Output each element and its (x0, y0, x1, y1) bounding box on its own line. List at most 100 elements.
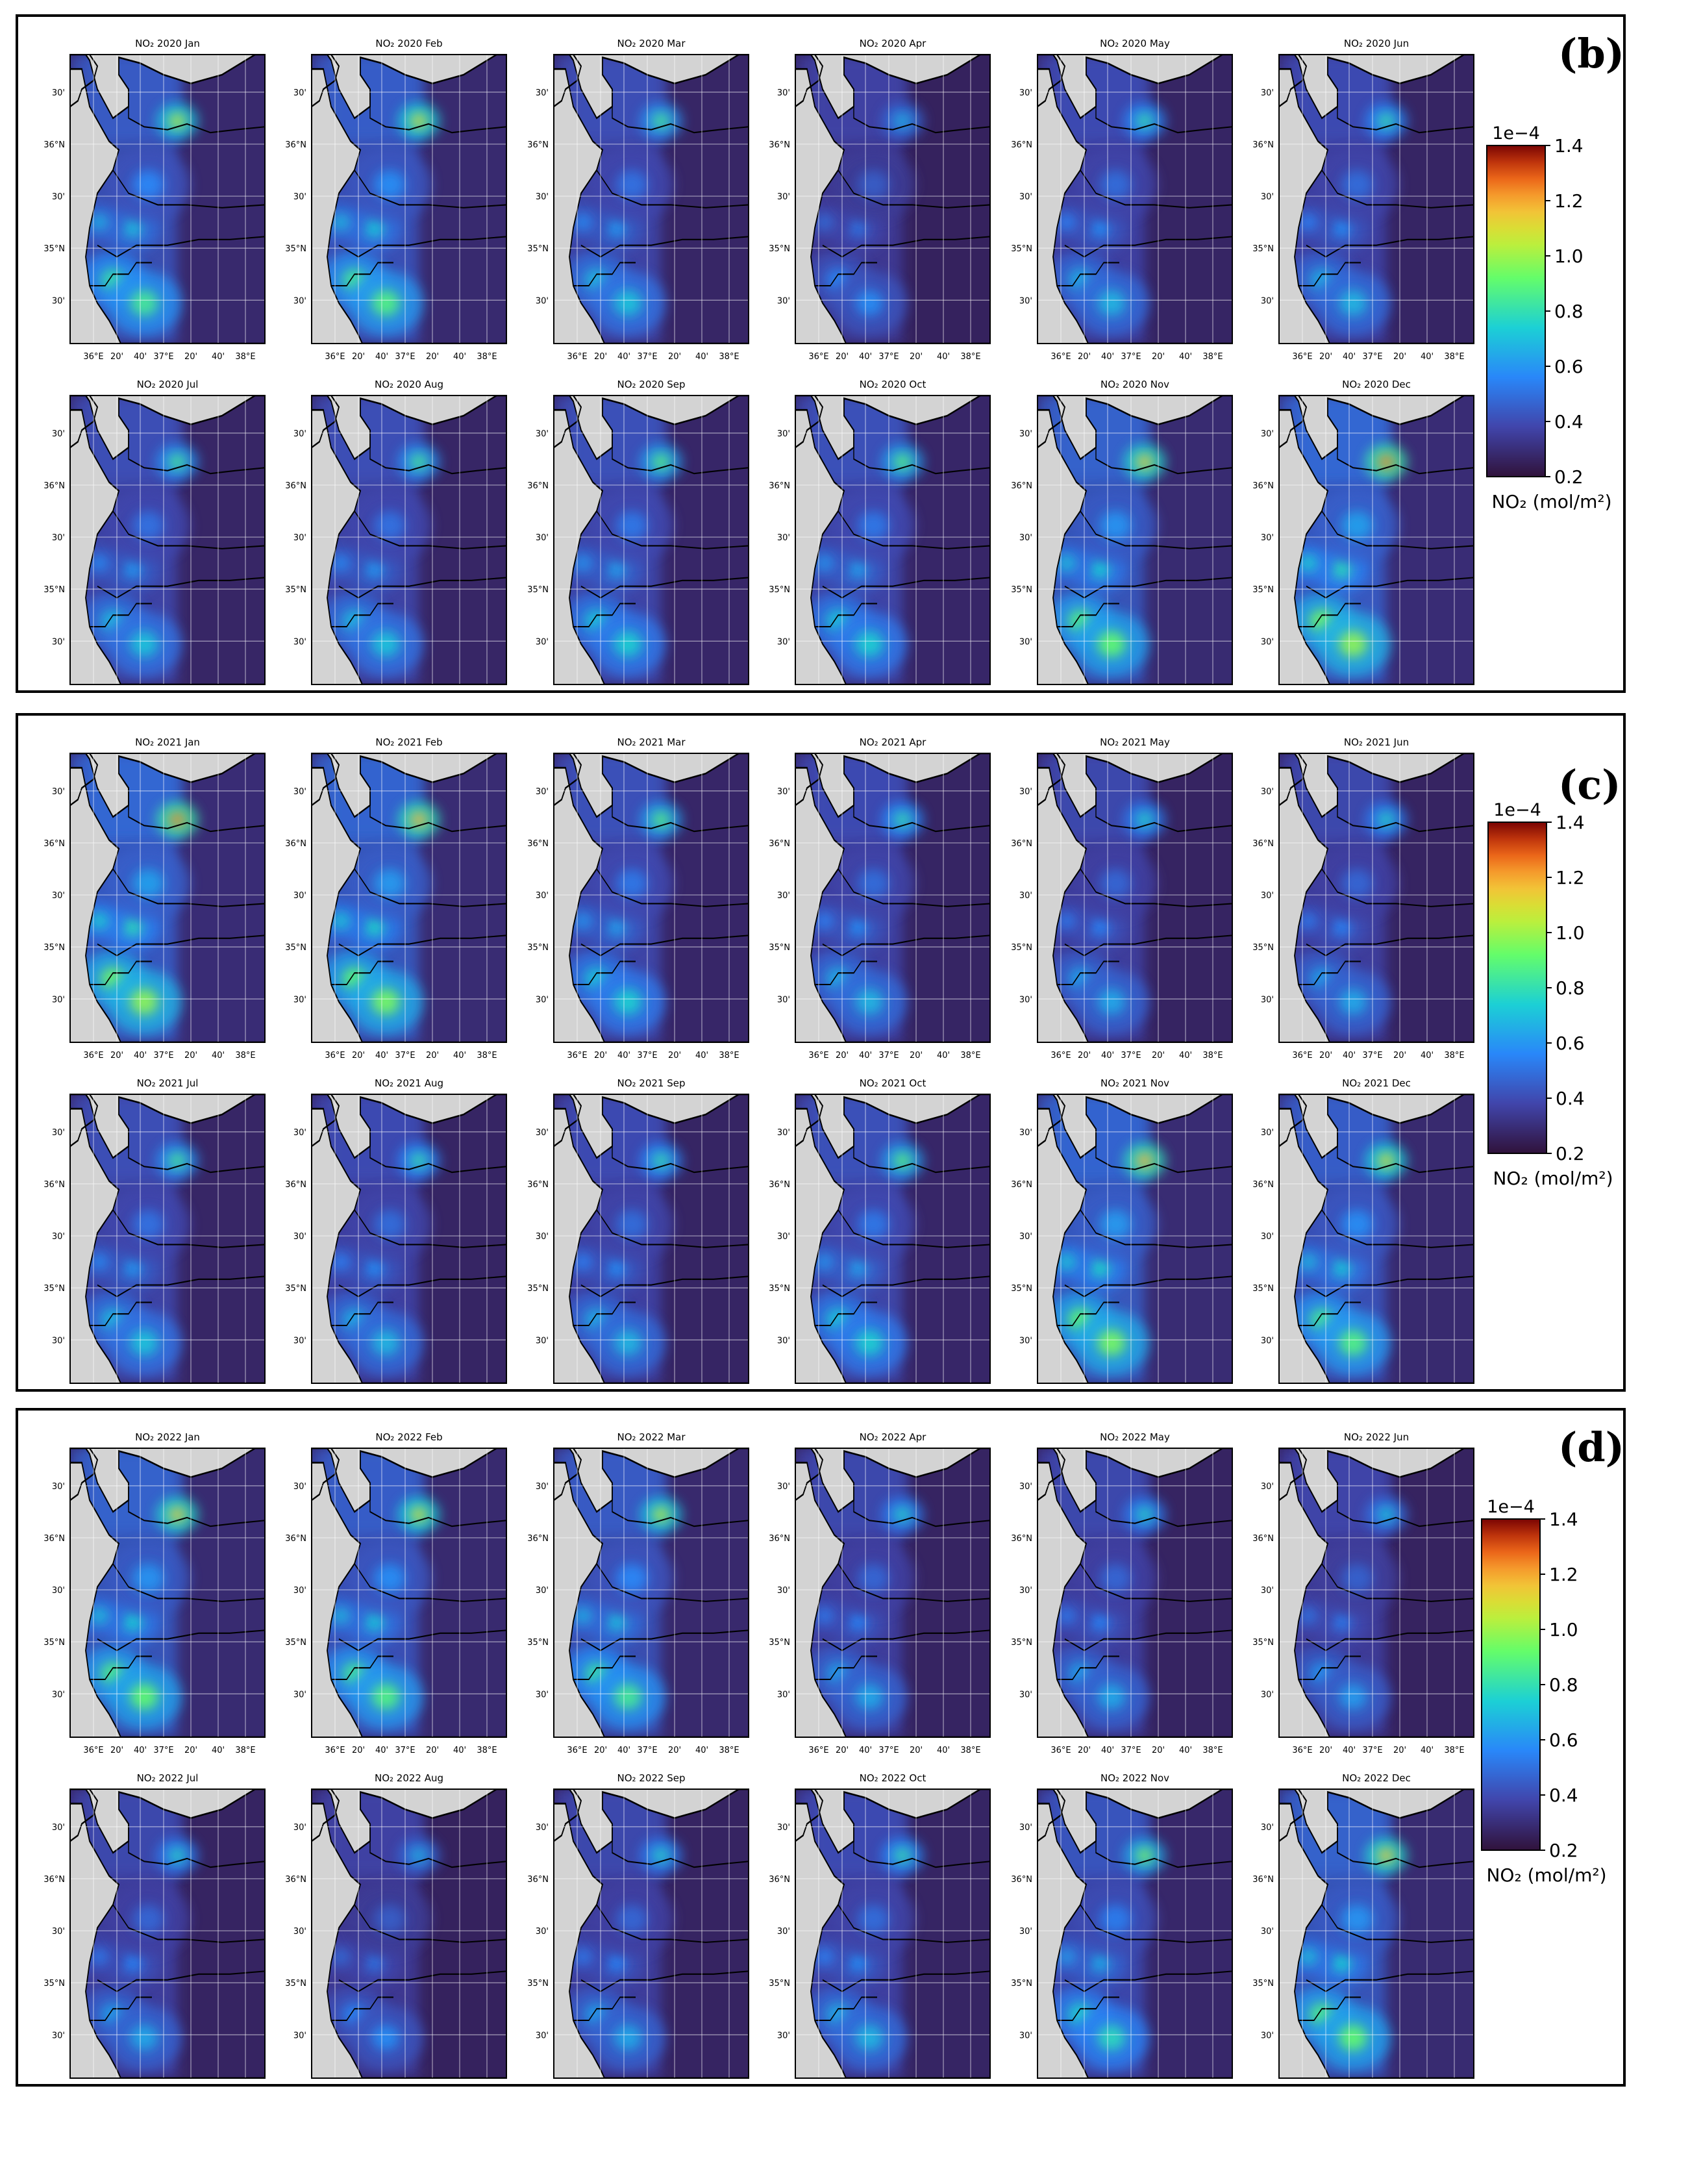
lat-tick-label: 30' (1019, 637, 1032, 647)
map-title: NO₂ 2020 Oct (860, 379, 926, 390)
lat-tick-label: 30' (52, 429, 65, 439)
lat-tick-label: 30' (1019, 995, 1032, 1005)
lat-tick-label: 36°N (1252, 1534, 1274, 1544)
colorbar: 1e−4 1.4 1.2 1.0 0.8 0.6 0.4 0.2 NO₂ (mol/m²) (1486, 123, 1612, 512)
no2-map: NO₂ 2022 Jan 30' 36°N 30' 35°N 30' 36°E 20' 40' 3… (43, 1431, 266, 1755)
province-border (815, 1655, 877, 1681)
lat-tick-label: 30' (1019, 192, 1032, 202)
lat-tick-label: 35°N (285, 1638, 306, 1648)
lon-tick-label: 40' (617, 1746, 630, 1755)
colorbar-label: NO₂ (mol/m²) (1491, 491, 1611, 512)
lat-tick-label: 36°N (1252, 140, 1274, 150)
lat-tick-label: 30' (1261, 533, 1274, 543)
lat-tick-label: 35°N (285, 943, 306, 953)
province-border (596, 510, 749, 549)
no2-map: NO₂ 2022 Oct30'36°N30'35°N30'36°E20'40'3… (769, 1772, 991, 2079)
lon-tick-label: 38°E (477, 352, 497, 362)
province-border (1086, 415, 1232, 475)
province-border (815, 960, 877, 986)
lat-tick-label: 30' (536, 637, 549, 647)
lat-tick-label: 30' (1019, 787, 1032, 797)
lon-tick-label: 40' (1101, 1051, 1114, 1061)
map-title: NO₂ 2021 Dec (1342, 1077, 1411, 1089)
map-frame (553, 54, 749, 344)
no2-map: NO₂ 2022 Jun 30' 36°N 30' 35°N 30' 36°E 20' 40' 3… (1252, 1431, 1474, 1753)
lat-tick-label: 30' (536, 787, 549, 797)
lat-tick-label: 35°N (527, 943, 549, 953)
colorbar-tick-label: 1.2 (1556, 867, 1585, 888)
colorbar-exponent: 1e−4 (1492, 123, 1540, 144)
lat-tick-label: 30' (1261, 995, 1274, 1005)
no2-map: NO₂ 2021 Feb 30' 36°N 30' 35°N 30' 36°E 20' 40' 3… (285, 736, 507, 1059)
lat-tick-label: 35°N (769, 244, 790, 254)
lat-tick-label: 36°N (1011, 839, 1032, 849)
lat-tick-label: 36°N (769, 839, 790, 849)
lat-tick-label: 30' (1261, 637, 1274, 647)
colorbar-tick-label: 1.2 (1549, 1564, 1578, 1585)
coastline (554, 395, 582, 449)
lat-tick-label: 30' (1019, 1482, 1032, 1492)
lon-tick-label: 20' (352, 352, 365, 362)
no2-map: NO₂ 2020 Apr 30' 36°N 30' 35°N 30' 36°E 20' 40' 3… (769, 38, 991, 360)
lon-tick-label: 37°E (637, 1746, 657, 1755)
map-title: NO₂ 2021 Mar (617, 736, 686, 748)
lat-tick-label: 30' (777, 429, 790, 439)
coastline (1038, 1789, 1066, 1842)
lat-tick-label: 30' (52, 2031, 65, 2040)
lon-tick-label: 36°E (83, 1051, 103, 1061)
map-title: NO₂ 2022 Feb (375, 1431, 442, 1443)
lat-tick-label: 30' (293, 1927, 306, 1937)
province-border (360, 415, 506, 475)
lat-tick-label: 30' (1261, 1232, 1274, 1242)
province-border (331, 1655, 393, 1681)
lat-tick-label: 36°N (527, 481, 549, 491)
lon-tick-label: 20' (426, 1746, 439, 1755)
lon-tick-label: 20' (1078, 352, 1091, 362)
lon-tick-label: 40' (134, 1746, 147, 1755)
map-frame (1278, 1448, 1474, 1738)
lon-tick-label: 40' (1343, 352, 1356, 362)
province-border (112, 868, 265, 907)
province-border (843, 1114, 990, 1174)
province-border (354, 1904, 506, 1943)
lon-tick-label: 20' (110, 1746, 123, 1755)
lat-tick-label: 35°N (1011, 244, 1032, 254)
province-border (843, 773, 990, 833)
lon-tick-label: 20' (1152, 1746, 1165, 1755)
colorbar-tick-label: 0.8 (1549, 1674, 1578, 1696)
lat-tick-label: 30' (1261, 1823, 1274, 1833)
coastline (312, 395, 340, 449)
map-title: NO₂ 2022 Aug (375, 1772, 443, 1784)
no2-map: NO₂ 2020 Jan 30' 36°N 30' 35°N 30' 36°E 20' 40' 3… (43, 38, 266, 360)
province-border (843, 74, 990, 134)
province-border (1299, 1655, 1361, 1681)
lon-tick-label: 40' (617, 1051, 630, 1061)
province-border (843, 415, 990, 475)
map-title: NO₂ 2021 Oct (860, 1077, 926, 1089)
lon-tick-label: 38°E (719, 1051, 739, 1061)
map-frame (311, 753, 507, 1043)
no2-map: NO₂ 2021 Jul30'36°N30'35°N30'36°E20'40'3… (43, 1077, 266, 1384)
lat-tick-label: 30' (1019, 533, 1032, 543)
coastline (795, 753, 824, 807)
coastline (1038, 1448, 1066, 1501)
lon-tick-label: 38°E (1444, 352, 1464, 362)
province-border (118, 773, 265, 833)
lat-tick-label: 30' (293, 1823, 306, 1833)
lat-tick-label: 30' (52, 1586, 65, 1596)
lat-tick-label: 35°N (285, 1979, 306, 1989)
lon-tick-label: 37°E (878, 1746, 899, 1755)
province-border (1321, 510, 1474, 549)
lat-tick-label: 30' (52, 1128, 65, 1138)
lat-tick-label: 30' (293, 1690, 306, 1700)
lat-tick-label: 36°N (43, 140, 65, 150)
colorbar-gradient (1486, 145, 1546, 477)
map-title: NO₂ 2020 Nov (1100, 379, 1169, 390)
lat-tick-label: 36°N (1252, 839, 1274, 849)
lat-tick-label: 30' (777, 995, 790, 1005)
province-border (602, 1468, 749, 1527)
lat-tick-label: 30' (1261, 429, 1274, 439)
lon-tick-label: 38°E (1444, 1051, 1464, 1061)
lon-tick-label: 20' (910, 1746, 923, 1755)
lat-tick-label: 30' (293, 1482, 306, 1492)
